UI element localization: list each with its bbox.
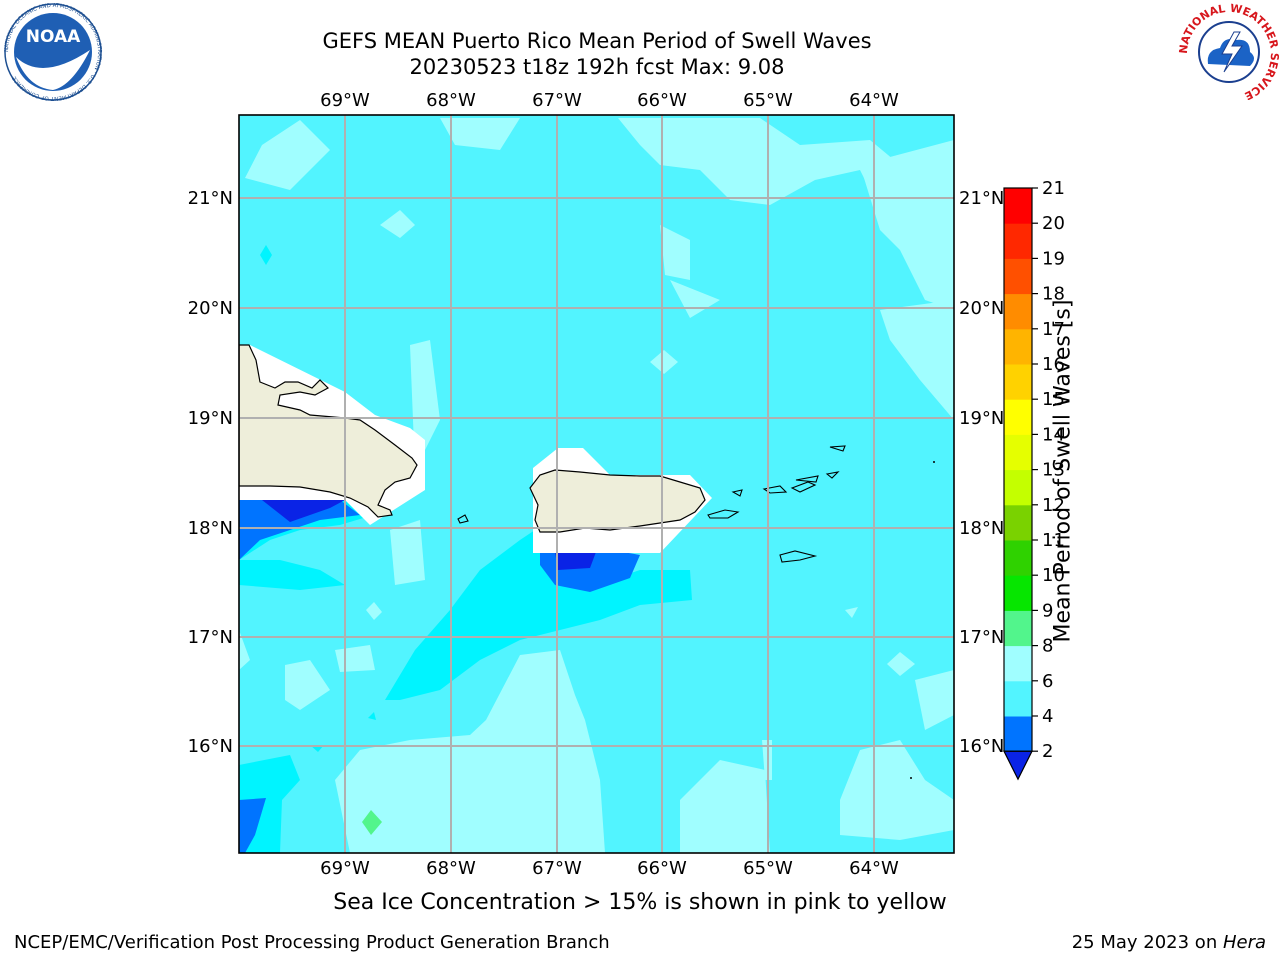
colorbar-tick-label: 10 (1042, 565, 1065, 586)
lon-label: 69°W (320, 858, 370, 879)
lat-label: 21°N (188, 188, 233, 209)
lon-label: 66°W (637, 858, 687, 879)
colorbar-band (1004, 223, 1032, 259)
colorbar-tick-label: 6 (1042, 671, 1053, 692)
colorbar-tick-label: 21 (1042, 180, 1065, 199)
colorbar-band (1004, 575, 1032, 611)
colorbar-tick-label: 11 (1042, 530, 1065, 551)
lon-label: 68°W (426, 858, 476, 879)
colorbar-segments (1003, 187, 1033, 781)
footer-date: 25 May 2023 on Hera (1072, 932, 1266, 953)
lat-label: 18°N (959, 518, 1004, 539)
lat-label: 17°N (188, 627, 233, 648)
colorbar-tick-label: 16 (1042, 354, 1065, 375)
colorbar-band (1004, 469, 1032, 506)
sea-ice-caption: Sea Ice Concentration > 15% is shown in … (333, 890, 947, 915)
map-frame (238, 114, 955, 854)
lon-label: 69°W (320, 90, 370, 111)
lat-label: 16°N (959, 736, 1004, 757)
lat-label: 20°N (959, 298, 1004, 319)
lat-labels-right: 21°N 20°N 19°N 18°N 17°N 16°N (959, 188, 1004, 757)
colorbar-extend-triangle (1003, 750, 1033, 781)
lon-label: 64°W (849, 90, 899, 111)
colorbar-tick-label: 8 (1042, 636, 1053, 657)
footer-date-text: 25 May 2023 on (1071, 932, 1223, 953)
colorbar-tick-label: 20 (1042, 213, 1065, 234)
colorbar-band (1004, 434, 1032, 471)
footer-host: Hera (1222, 932, 1266, 953)
lon-labels-bottom: 69°W 68°W 67°W 66°W 65°W 64°W (320, 858, 899, 879)
colorbar-tick-label: 15 (1042, 389, 1065, 410)
colorbar-band (1004, 328, 1032, 365)
colorbar-tick-label: 17 (1042, 319, 1065, 340)
swell-period-field (239, 115, 954, 853)
colorbar-band (1004, 680, 1032, 717)
lon-label: 67°W (532, 858, 582, 879)
lon-label: 64°W (849, 858, 899, 879)
lat-label: 21°N (959, 188, 1004, 209)
colorbar-tick-label: 14 (1042, 424, 1065, 445)
noaa-logo: NATIONAL OCEANIC AND ATMOSPHERIC ADMINIS… (4, 3, 102, 101)
colorbar-tick-label: 19 (1042, 248, 1065, 269)
lon-label: 67°W (532, 90, 582, 111)
footer-credit: NCEP/EMC/Verification Post Processing Pr… (14, 932, 610, 953)
colorbar-tick-label: 12 (1042, 495, 1065, 516)
chart-title-line2: 20230523 t18z 192h fcst Max: 9.08 (409, 55, 785, 79)
colorbar-tick-label: 4 (1042, 706, 1053, 727)
lat-label: 18°N (188, 518, 233, 539)
colorbar-band (1004, 540, 1032, 576)
lat-label: 16°N (188, 736, 233, 757)
colorbar-band (1004, 293, 1032, 330)
lon-label: 68°W (426, 90, 476, 111)
lon-labels-top: 69°W 68°W 67°W 66°W 65°W 64°W (320, 90, 899, 111)
colorbar-tick-label: 9 (1042, 600, 1053, 621)
colorbar-band (1004, 716, 1032, 752)
lat-label: 20°N (188, 298, 233, 319)
colorbar-label: Mean Period of Swell Waves [s] (1050, 299, 1076, 643)
colorbar-tick-label: 2 (1042, 741, 1053, 762)
colorbar-tick-label: 18 (1042, 284, 1065, 305)
lat-label: 19°N (188, 408, 233, 429)
colorbar-band (1004, 645, 1032, 682)
chart-title-line1: GEFS MEAN Puerto Rico Mean Period of Swe… (322, 29, 872, 53)
noaa-logo-text: NOAA (26, 27, 81, 47)
lon-label: 66°W (637, 90, 687, 111)
lon-label: 65°W (743, 858, 793, 879)
lat-labels-left: 21°N 20°N 19°N 18°N 17°N 16°N (188, 188, 233, 757)
graticule (239, 115, 954, 853)
colorbar: 2 4 6 8 9 10 11 12 13 14 15 16 17 18 19 20 21 (1003, 180, 1065, 781)
colorbar-ticks: 2 4 6 8 9 10 11 12 13 14 15 16 17 18 19 20 21 (1032, 180, 1065, 762)
colorbar-band (1004, 188, 1032, 224)
lat-label: 19°N (959, 408, 1004, 429)
lon-label: 65°W (743, 90, 793, 111)
nws-logo: NATIONAL WEATHER SERVICE (1178, 2, 1280, 100)
colorbar-tick-label: 13 (1042, 460, 1065, 481)
colorbar-band (1004, 399, 1032, 435)
colorbar-band (1004, 610, 1032, 647)
colorbar-band (1004, 504, 1032, 541)
lat-label: 17°N (959, 627, 1004, 648)
colorbar-band (1004, 364, 1032, 400)
colorbar-band (1004, 258, 1032, 295)
